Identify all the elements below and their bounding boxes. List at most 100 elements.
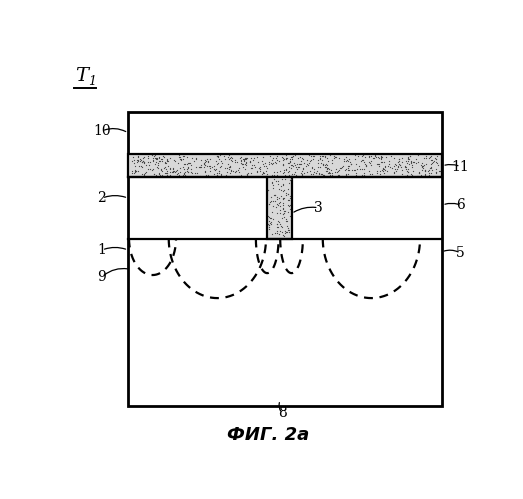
Point	[166, 165, 174, 173]
Point	[192, 163, 200, 171]
Point	[139, 157, 147, 165]
Point	[407, 170, 415, 178]
Point	[272, 152, 281, 160]
Point	[162, 159, 170, 167]
Point	[276, 220, 285, 228]
Point	[294, 163, 303, 171]
Point	[433, 159, 441, 167]
Point	[134, 158, 142, 166]
Point	[128, 169, 136, 177]
Point	[203, 162, 211, 170]
Point	[228, 172, 236, 180]
Point	[432, 168, 440, 176]
Point	[284, 226, 292, 234]
Point	[289, 152, 297, 160]
Point	[351, 166, 359, 174]
Point	[365, 172, 373, 180]
Point	[282, 215, 290, 223]
Point	[247, 164, 255, 172]
Point	[222, 172, 231, 180]
Point	[316, 154, 324, 162]
Point	[335, 166, 343, 174]
Point	[295, 163, 303, 171]
Point	[246, 157, 254, 165]
Point	[178, 163, 187, 171]
Point	[170, 156, 178, 164]
Point	[351, 151, 359, 159]
Point	[272, 223, 281, 231]
Point	[138, 158, 146, 166]
Text: 11: 11	[452, 160, 470, 174]
Point	[231, 156, 239, 164]
Point	[326, 170, 335, 178]
Point	[265, 223, 273, 231]
Point	[266, 152, 274, 160]
Point	[192, 155, 200, 163]
Point	[279, 156, 287, 164]
Point	[179, 170, 188, 178]
Point	[263, 170, 271, 178]
Point	[265, 226, 274, 234]
Point	[419, 164, 427, 172]
Point	[420, 166, 429, 174]
Text: 10: 10	[93, 124, 111, 138]
Point	[298, 171, 306, 179]
Point	[183, 160, 191, 168]
Point	[275, 157, 283, 165]
Point	[425, 171, 433, 179]
Point	[274, 217, 282, 225]
Point	[264, 186, 272, 194]
Point	[270, 191, 278, 199]
Point	[202, 172, 210, 180]
Point	[166, 168, 175, 176]
Point	[282, 222, 291, 230]
Point	[135, 155, 144, 163]
Point	[292, 172, 301, 180]
Point	[273, 230, 281, 238]
Point	[267, 160, 276, 168]
Point	[273, 210, 281, 218]
Point	[319, 152, 327, 160]
Point	[379, 164, 387, 172]
Point	[371, 151, 379, 159]
Point	[183, 153, 191, 161]
Point	[183, 167, 191, 175]
Point	[238, 163, 247, 171]
Point	[429, 158, 437, 166]
Point	[128, 157, 137, 165]
Point	[378, 158, 386, 166]
Point	[149, 156, 157, 164]
Point	[279, 210, 287, 218]
Point	[133, 158, 142, 166]
Point	[163, 171, 171, 179]
Point	[318, 152, 326, 160]
Point	[348, 166, 356, 174]
Point	[273, 227, 281, 235]
Point	[390, 168, 399, 176]
Point	[142, 168, 151, 176]
Point	[148, 151, 156, 159]
Point	[284, 159, 292, 167]
Point	[307, 152, 315, 160]
Point	[422, 152, 430, 160]
Point	[274, 202, 282, 210]
Point	[360, 165, 368, 173]
Point	[278, 153, 286, 161]
Point	[179, 152, 187, 160]
Point	[265, 221, 273, 229]
Point	[420, 154, 428, 162]
Point	[179, 155, 187, 163]
Point	[282, 229, 290, 237]
Point	[291, 151, 299, 159]
Point	[152, 155, 161, 163]
Point	[203, 157, 212, 165]
Point	[325, 165, 334, 173]
Point	[404, 153, 413, 161]
Point	[155, 170, 164, 178]
Point	[321, 153, 329, 161]
Point	[180, 169, 188, 177]
Point	[376, 167, 384, 175]
Point	[156, 155, 165, 163]
Point	[201, 161, 210, 169]
Point	[420, 161, 429, 169]
